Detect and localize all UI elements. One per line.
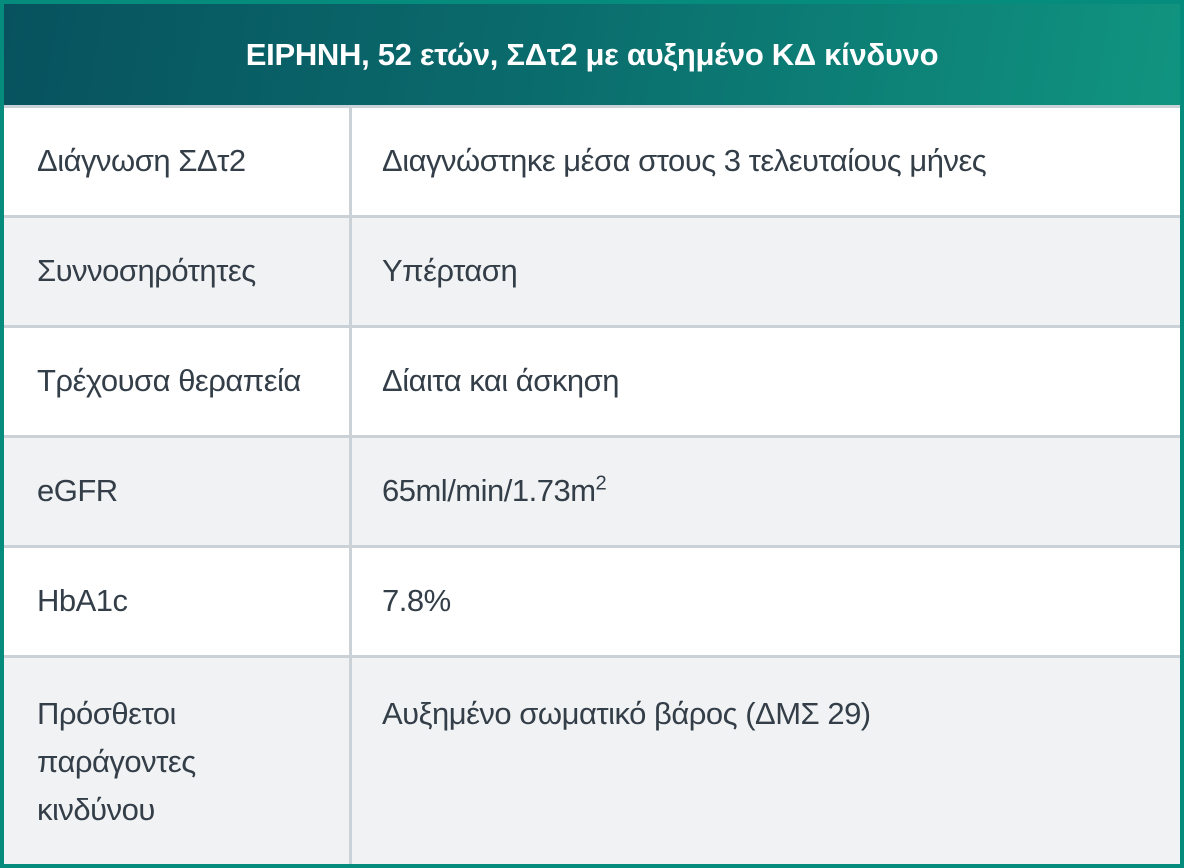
row-label: Τρέχουσα θεραπεία — [37, 363, 301, 399]
row-value: Δίαιτα και άσκηση — [382, 363, 619, 399]
row-label-cell: Διάγνωση ΣΔτ2 — [4, 108, 352, 215]
row-label-cell: HbA1c — [4, 548, 352, 655]
row-value-superscript: 2 — [595, 473, 607, 496]
row-value-cell: Αυξημένο σωματικό βάρος (ΔΜΣ 29) — [352, 658, 1180, 864]
row-value-cell: Διαγνώστηκε μέσα στους 3 τελευταίους μήν… — [352, 108, 1180, 215]
row-label: eGFR — [37, 473, 118, 509]
row-value: Υπέρταση — [382, 253, 518, 289]
row-label: Συννοσηρότητες — [37, 253, 256, 289]
table-row-egfr: eGFR 65ml/min/1.73m2 — [4, 438, 1180, 548]
table-row-current-therapy: Τρέχουσα θεραπεία Δίαιτα και άσκηση — [4, 328, 1180, 438]
table-row-comorbidities: Συννοσηρότητες Υπέρταση — [4, 218, 1180, 328]
row-label-cell: Συννοσηρότητες — [4, 218, 352, 325]
table-row-hba1c: HbA1c 7.8% — [4, 548, 1180, 658]
row-value: Αυξημένο σωματικό βάρος (ΔΜΣ 29) — [382, 696, 871, 731]
row-label-cell: eGFR — [4, 438, 352, 545]
row-value: 7.8% — [382, 583, 451, 619]
row-value: 65ml/min/1.73m2 — [382, 473, 607, 509]
patient-data-table: Διάγνωση ΣΔτ2 Διαγνώστηκε μέσα στους 3 τ… — [4, 108, 1180, 864]
table-row-diagnosis: Διάγνωση ΣΔτ2 Διαγνώστηκε μέσα στους 3 τ… — [4, 108, 1180, 218]
row-value: Διαγνώστηκε μέσα στους 3 τελευταίους μήν… — [382, 143, 987, 179]
card-header: ΕΙΡΗΝΗ, 52 ετών, ΣΔτ2 με αυξημένο ΚΔ κίν… — [4, 4, 1180, 108]
row-label: Πρόσθετοι παράγοντες κινδύνου — [37, 696, 196, 828]
row-label-cell: Πρόσθετοι παράγοντες κινδύνου — [4, 658, 352, 864]
row-value-cell: 65ml/min/1.73m2 — [352, 438, 1180, 545]
row-value-cell: 7.8% — [352, 548, 1180, 655]
row-label: Διάγνωση ΣΔτ2 — [37, 143, 246, 179]
row-label: HbA1c — [37, 583, 128, 619]
row-value-cell: Δίαιτα και άσκηση — [352, 328, 1180, 435]
row-value-cell: Υπέρταση — [352, 218, 1180, 325]
table-row-additional-risk-factors: Πρόσθετοι παράγοντες κινδύνου Αυξημένο σ… — [4, 658, 1180, 864]
card-title: ΕΙΡΗΝΗ, 52 ετών, ΣΔτ2 με αυξημένο ΚΔ κίν… — [245, 36, 939, 72]
row-label-cell: Τρέχουσα θεραπεία — [4, 328, 352, 435]
